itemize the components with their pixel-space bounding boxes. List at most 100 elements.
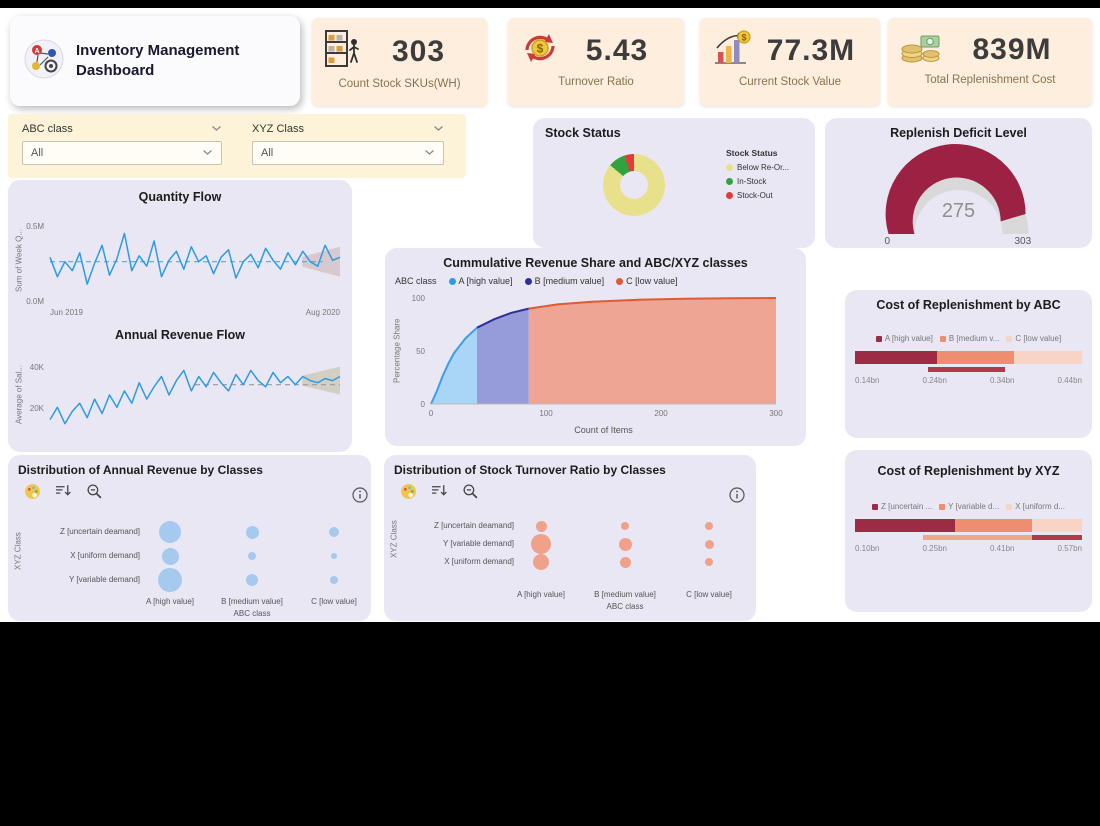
x-axis-label: ABC class bbox=[606, 602, 644, 611]
legend-item: B [medium value] bbox=[524, 276, 604, 286]
palette-icon[interactable] bbox=[400, 483, 418, 501]
bubble bbox=[330, 576, 338, 584]
replenish-gauge-panel: Replenish Deficit Level 275 0 303 bbox=[825, 118, 1092, 248]
y-axis-label: XYZ Class bbox=[389, 520, 399, 558]
filter-value: All bbox=[261, 147, 274, 159]
filter-label: XYZ Class bbox=[252, 123, 304, 135]
bubble bbox=[245, 525, 259, 539]
bubble bbox=[248, 552, 256, 560]
filter-label: ABC class bbox=[22, 123, 73, 135]
bubble bbox=[158, 568, 182, 592]
gauge-min-label: 0 bbox=[884, 236, 891, 247]
bar-segment bbox=[936, 351, 1014, 364]
cumulative-share-chart: ABC class A [high value] B [medium value] C… bbox=[385, 272, 806, 446]
kpi-card-replenishment-cost: 839M Total Replenishment Cost bbox=[888, 18, 1092, 106]
gauge-value: 275 bbox=[941, 200, 976, 222]
app-logo-icon: A bbox=[24, 39, 64, 84]
kpi-value: 5.43 bbox=[585, 33, 649, 67]
legend-item: Below Re-Or... bbox=[726, 163, 789, 172]
y-axis-label: Percentage Share bbox=[392, 318, 402, 384]
bubble bbox=[161, 547, 179, 565]
x-tick-label: 200 bbox=[654, 409, 668, 418]
y-tick-label: 20K bbox=[29, 404, 44, 413]
abc-class-legend: ABC class A [high value] B [medium value] C… bbox=[395, 276, 678, 286]
bubble bbox=[619, 556, 631, 568]
filter-abc-header[interactable]: ABC class bbox=[22, 123, 222, 135]
bubble bbox=[533, 554, 549, 570]
bubble bbox=[535, 520, 547, 532]
stock-status-donut bbox=[603, 154, 665, 216]
legend-item: In-Stock bbox=[726, 177, 789, 186]
gauge-max-label: 303 bbox=[1014, 236, 1032, 247]
x-tick-label: 0.34bn bbox=[990, 376, 1015, 385]
panel-title: Stock Status bbox=[545, 126, 621, 140]
bar-segment bbox=[1013, 351, 1082, 364]
y-tick-label: 0.0M bbox=[26, 297, 44, 306]
panel-title: Cost of Replenishment by XYZ bbox=[877, 464, 1060, 478]
kpi-card-stock-skus: 303 Count Stock SKUs(WH) bbox=[312, 18, 487, 106]
filter-xyz-select[interactable]: All bbox=[252, 141, 444, 165]
svg-text:$: $ bbox=[537, 42, 544, 56]
legend-item: Stock-Out bbox=[726, 191, 789, 200]
filter-xyz-header[interactable]: XYZ Class bbox=[252, 123, 444, 135]
y-tick-label: 100 bbox=[411, 294, 425, 303]
cost-abc-chart: A [high value] B [medium v... C [low value… bbox=[853, 334, 1084, 385]
palette-icon[interactable] bbox=[24, 483, 42, 501]
filter-abc-select[interactable]: All bbox=[22, 141, 222, 165]
y-axis-label: Sum of Week Q... bbox=[14, 229, 24, 293]
info-icon[interactable] bbox=[729, 487, 745, 503]
info-icon[interactable] bbox=[352, 487, 368, 503]
x-tick-label: Jun 2019 bbox=[50, 308, 83, 317]
bar-segment bbox=[954, 519, 1033, 532]
row-label: X [uniform demand] bbox=[70, 551, 140, 560]
col-label: A [high value] bbox=[145, 597, 195, 606]
kpi-label: Turnover Ratio bbox=[558, 76, 634, 88]
bubble bbox=[618, 537, 632, 551]
filter-value: All bbox=[31, 147, 44, 159]
legend-title: Stock Status bbox=[726, 148, 778, 158]
bubble bbox=[159, 521, 181, 543]
svg-text:$: $ bbox=[741, 33, 746, 43]
cumulative-share-panel: Cummulative Revenue Share and ABC/XYZ cl… bbox=[385, 248, 806, 446]
turnover-icon: $ bbox=[520, 28, 560, 73]
bubble bbox=[621, 522, 629, 530]
viz-toolbar bbox=[24, 483, 104, 501]
bar-segment bbox=[855, 519, 955, 532]
quantity-flow-chart: 0.5M 0.0M Jun 2019 Aug 2020 Sum of Week Q... bbox=[12, 214, 348, 318]
legend-label: ABC class bbox=[395, 276, 437, 286]
kpi-card-turnover: $ 5.43 Turnover Ratio bbox=[508, 18, 684, 106]
legend-item: Z [uncertain ... bbox=[872, 502, 932, 511]
bubble-revenue-panel: Distribution of Annual Revenue by Classe… bbox=[8, 455, 371, 621]
row-label: X [uniform demand] bbox=[444, 557, 514, 566]
kpi-label: Current Stock Value bbox=[738, 76, 842, 88]
y-tick-label: 0 bbox=[420, 400, 425, 409]
flow-panel: Quantity Flow 0.5M 0.0M Jun 2019 Aug 2020 Su… bbox=[8, 180, 352, 452]
filters-panel: ABC class All XYZ Class All bbox=[8, 114, 466, 178]
bubble bbox=[331, 553, 337, 559]
chevron-down-icon bbox=[211, 123, 222, 135]
legend-item: X [uniform d... bbox=[1006, 502, 1065, 511]
title-card: A Inventory Management Dashboard bbox=[10, 16, 300, 106]
y-tick-label: 0.5M bbox=[26, 222, 44, 231]
sort-icon[interactable] bbox=[431, 483, 449, 501]
bar-segment bbox=[1032, 519, 1082, 532]
x-tick-label: 0.25bn bbox=[922, 544, 947, 553]
zoom-out-icon[interactable] bbox=[462, 483, 480, 501]
legend-item: C [low value] bbox=[616, 276, 678, 286]
viz-toolbar bbox=[400, 483, 480, 501]
dashboard-board: A Inventory Management Dashboard bbox=[0, 8, 1100, 622]
row-label: Y [variable demand] bbox=[442, 539, 514, 548]
legend-item: C [low value] bbox=[1006, 334, 1061, 343]
panel-title: Cummulative Revenue Share and ABC/XYZ cl… bbox=[443, 256, 748, 270]
panel-title: Cost of Replenishment by ABC bbox=[876, 298, 1061, 312]
svg-text:A: A bbox=[34, 47, 39, 54]
legend-item: Y [variable d... bbox=[939, 502, 999, 511]
zoom-out-icon[interactable] bbox=[86, 483, 104, 501]
y-tick-label: 50 bbox=[416, 347, 425, 356]
legend-item: A [high value] bbox=[875, 334, 933, 343]
cost-abc-panel: Cost of Replenishment by ABC A [high val… bbox=[845, 290, 1092, 438]
axis-ticks: 0.14bn 0.24bn 0.34bn 0.44bn bbox=[855, 376, 1082, 385]
row-label: Z [uncertain deamand] bbox=[59, 527, 140, 536]
panel-title: Distribution of Stock Turnover Ratio by … bbox=[394, 463, 666, 477]
sort-icon[interactable] bbox=[55, 483, 73, 501]
